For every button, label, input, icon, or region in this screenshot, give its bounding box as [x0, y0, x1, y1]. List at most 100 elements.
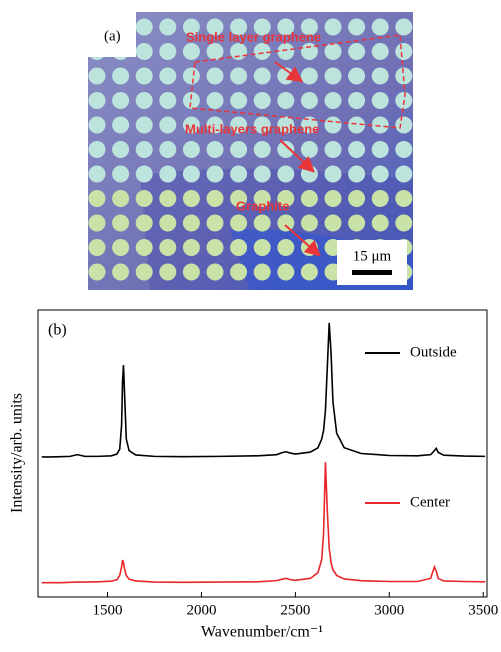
panel-label: (a)	[104, 28, 121, 44]
hole	[253, 141, 271, 158]
hole	[395, 43, 413, 60]
hole	[112, 214, 130, 232]
hole	[206, 67, 224, 85]
hole	[230, 263, 248, 281]
hole	[324, 190, 342, 207]
hole	[182, 116, 200, 134]
hole	[135, 18, 153, 36]
hole	[300, 116, 318, 134]
panel-label: (b)	[48, 322, 67, 339]
hole	[253, 165, 271, 183]
annotation: Graphite	[236, 198, 289, 213]
hole	[277, 141, 295, 158]
x-tick-label: 1500	[93, 602, 123, 618]
hole	[206, 190, 224, 207]
hole	[182, 263, 200, 281]
hole	[182, 165, 200, 183]
hole	[159, 92, 177, 109]
hole	[230, 92, 248, 109]
hole	[112, 239, 130, 256]
hole	[206, 239, 224, 256]
hole	[230, 190, 248, 207]
scale-bar	[352, 270, 392, 275]
hole	[112, 190, 130, 207]
hole	[395, 190, 413, 207]
hole	[159, 214, 177, 232]
hole	[348, 165, 366, 183]
hole	[206, 18, 224, 36]
hole	[253, 18, 271, 36]
hole	[371, 67, 389, 85]
arrow	[274, 61, 304, 83]
hole	[206, 92, 224, 109]
hole	[88, 116, 106, 134]
hole	[112, 92, 130, 109]
hole	[348, 116, 366, 134]
hole	[182, 92, 200, 109]
hole	[135, 116, 153, 134]
hole	[371, 116, 389, 134]
hole	[324, 214, 342, 232]
legend-label: Center	[410, 494, 450, 510]
hole	[182, 190, 200, 207]
x-axis-label: Wavenumber/cm⁻¹	[201, 624, 323, 641]
hole	[88, 141, 106, 158]
hole	[206, 116, 224, 134]
hole	[206, 141, 224, 158]
hole	[135, 263, 153, 281]
hole	[88, 67, 106, 85]
hole	[230, 141, 248, 158]
hole	[206, 43, 224, 60]
hole	[395, 214, 413, 232]
hole	[371, 190, 389, 207]
hole	[253, 214, 271, 232]
hole	[182, 239, 200, 256]
hole	[206, 214, 224, 232]
hole	[159, 190, 177, 207]
hole	[88, 239, 106, 256]
hole	[300, 141, 318, 158]
hole	[230, 165, 248, 183]
hole	[348, 214, 366, 232]
hole	[112, 116, 130, 134]
series-line	[41, 322, 486, 458]
hole	[182, 43, 200, 60]
hole	[88, 190, 106, 207]
scale-label: 15 μm	[353, 248, 392, 264]
hole	[182, 18, 200, 36]
hole	[371, 165, 389, 183]
hole-array	[88, 18, 413, 281]
hole	[371, 141, 389, 158]
legend-label: Outside	[410, 344, 457, 360]
hole	[182, 67, 200, 85]
hole	[135, 67, 153, 85]
hole	[135, 190, 153, 207]
hole	[88, 263, 106, 281]
annotation: Single layer graphene	[186, 29, 321, 44]
hole	[395, 116, 413, 134]
hole	[300, 18, 318, 36]
dashed-outline	[189, 34, 406, 129]
hole	[300, 43, 318, 60]
hole	[371, 43, 389, 60]
hole	[324, 18, 342, 36]
hole	[253, 263, 271, 281]
micrograph: (a) Single layer graphene Multi-layers g…	[88, 12, 413, 290]
hole	[253, 92, 271, 109]
hole	[159, 141, 177, 158]
hole	[300, 263, 318, 281]
hole	[395, 141, 413, 158]
hole	[324, 67, 342, 85]
hole	[253, 67, 271, 85]
hole	[371, 18, 389, 36]
hole	[253, 43, 271, 60]
x-tick-label: 2500	[280, 602, 310, 618]
hole	[112, 165, 130, 183]
hole	[230, 18, 248, 36]
hole	[182, 214, 200, 232]
hole	[159, 239, 177, 256]
hole	[253, 190, 271, 207]
hole	[348, 141, 366, 158]
hole	[395, 165, 413, 183]
hole	[395, 18, 413, 36]
